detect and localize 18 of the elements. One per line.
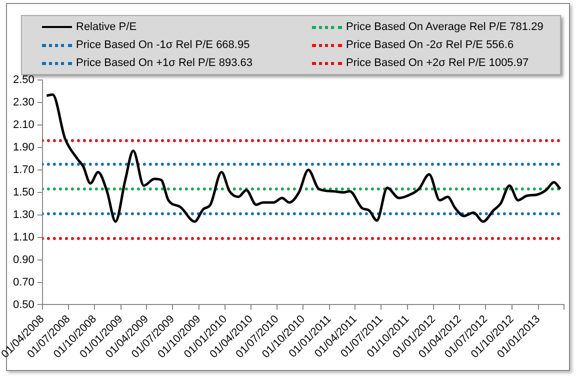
legend-label: Price Based On +2σ Rel P/E 1005.97 — [346, 57, 529, 69]
y-tick-label: 0.70 — [12, 276, 34, 288]
legend-label: Relative P/E — [76, 21, 137, 33]
y-tick-label: 1.70 — [12, 164, 34, 176]
legend-label: Price Based On Average Rel P/E 781.29 — [346, 21, 544, 33]
y-tick-label: 1.10 — [12, 231, 34, 244]
y-tick-label: 0.50 — [12, 298, 34, 311]
y-tick-label: 1.30 — [12, 208, 34, 221]
y-tick-label: 1.50 — [12, 186, 34, 198]
y-tick-label: 2.10 — [12, 118, 34, 131]
y-tick-label: 2.50 — [12, 74, 34, 86]
y-tick-label: 0.90 — [12, 254, 34, 266]
y-tick-label: 1.90 — [12, 141, 34, 154]
legend-label: Price Based On +1σ Rel P/E 893.63 — [76, 57, 252, 69]
line-series — [45, 93, 562, 223]
y-tick-label: 2.30 — [12, 96, 34, 109]
legend-label: Price Based On -2σ Rel P/E 556.6 — [346, 39, 514, 51]
legend-label: Price Based On -1σ Rel P/E 668.95 — [76, 39, 250, 51]
